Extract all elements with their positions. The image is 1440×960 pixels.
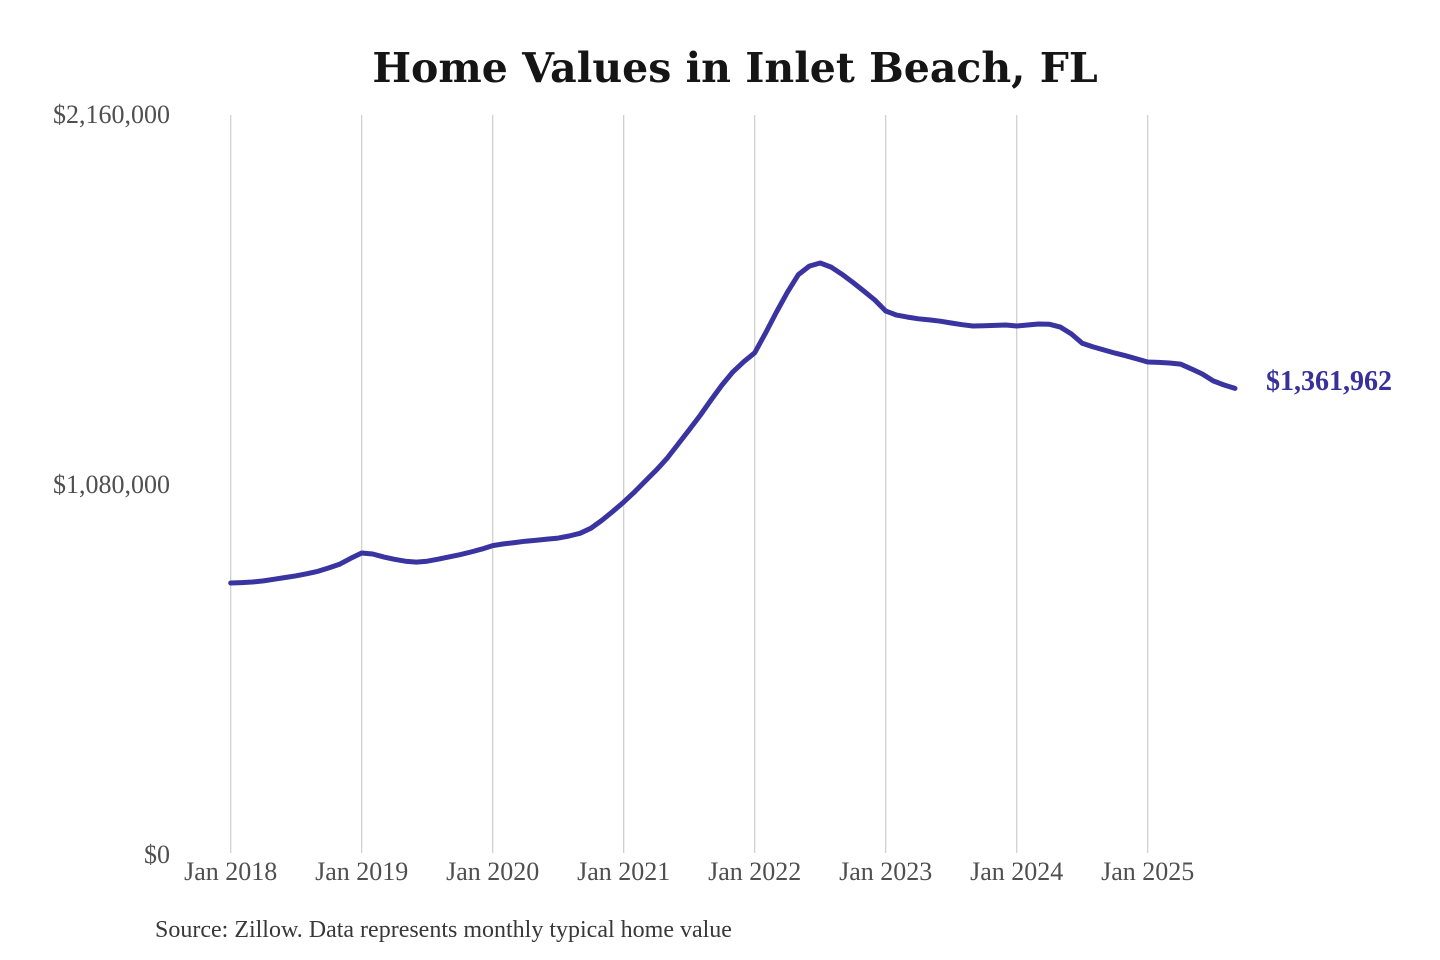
home-value-line (228, 260, 1238, 586)
x-axis-tick-label: Jan 2025 (1101, 857, 1195, 886)
x-axis-tick-label: Jan 2024 (970, 857, 1064, 886)
source-note: Source: Zillow. Data represents monthly … (155, 917, 732, 943)
x-axis-tick-label: Jan 2022 (708, 857, 802, 886)
y-axis-tick-label-zero: $0 (144, 840, 170, 869)
x-axis-tick-label: Jan 2020 (446, 857, 540, 886)
y-axis-tick-label-max: $2,160,000 (53, 100, 170, 129)
latest-value-label: $1,361,962 (1266, 366, 1392, 397)
chart-title: Home Values in Inlet Beach, FL (372, 44, 1098, 92)
x-axis-tick-label: Jan 2018 (184, 857, 278, 886)
y-axis-tick-label-mid: $1,080,000 (53, 470, 170, 499)
x-axis-tick-label: Jan 2019 (315, 857, 409, 886)
x-axis-tick-label: Jan 2023 (839, 857, 933, 886)
x-axis-tick-label: Jan 2021 (577, 857, 671, 886)
